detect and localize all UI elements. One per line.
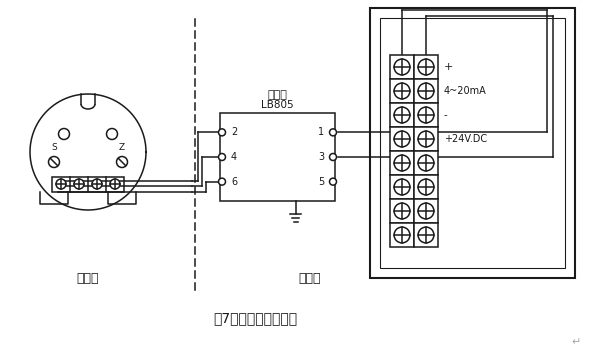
Bar — [414, 151, 438, 175]
Bar — [390, 151, 414, 175]
Circle shape — [330, 178, 336, 185]
Text: 6: 6 — [231, 177, 237, 187]
Circle shape — [394, 203, 410, 219]
Text: 4~20mA: 4~20mA — [444, 86, 487, 96]
Circle shape — [218, 178, 226, 185]
Text: 5: 5 — [318, 177, 324, 187]
Circle shape — [106, 128, 117, 139]
Bar — [370, 8, 575, 278]
Circle shape — [394, 83, 410, 99]
Circle shape — [418, 203, 434, 219]
Bar — [390, 79, 414, 103]
Bar — [220, 113, 335, 201]
Text: Z: Z — [119, 143, 125, 151]
Text: 图7本安防爆型接线图: 图7本安防爆型接线图 — [213, 311, 297, 325]
Text: +: + — [444, 62, 454, 72]
Circle shape — [418, 83, 434, 99]
Text: 安全区: 安全区 — [299, 271, 321, 284]
Bar — [390, 199, 414, 223]
Circle shape — [418, 107, 434, 123]
Circle shape — [330, 153, 336, 161]
Circle shape — [418, 179, 434, 195]
Circle shape — [218, 153, 226, 161]
Circle shape — [110, 179, 120, 189]
Circle shape — [394, 59, 410, 75]
Text: 4: 4 — [231, 152, 237, 162]
Circle shape — [418, 227, 434, 243]
Bar — [414, 79, 438, 103]
Text: LB805: LB805 — [261, 100, 294, 110]
Text: -: - — [444, 110, 447, 120]
Bar — [390, 127, 414, 151]
Text: 3: 3 — [318, 152, 324, 162]
Bar — [414, 103, 438, 127]
Circle shape — [49, 157, 60, 168]
Bar — [380, 18, 565, 268]
Bar — [414, 55, 438, 79]
Circle shape — [117, 157, 128, 168]
Text: S: S — [51, 143, 57, 151]
Circle shape — [56, 179, 66, 189]
Text: 危险区: 危险区 — [77, 271, 99, 284]
Bar — [414, 199, 438, 223]
Bar — [390, 175, 414, 199]
Circle shape — [418, 59, 434, 75]
Bar — [414, 127, 438, 151]
Circle shape — [418, 155, 434, 171]
Circle shape — [394, 179, 410, 195]
Bar — [390, 103, 414, 127]
Circle shape — [92, 179, 102, 189]
Bar — [52, 176, 124, 191]
Circle shape — [394, 107, 410, 123]
Circle shape — [74, 179, 84, 189]
Bar — [414, 223, 438, 247]
Text: 安全栅: 安全栅 — [268, 90, 288, 100]
Circle shape — [218, 129, 226, 136]
Text: 1: 1 — [318, 127, 324, 137]
Circle shape — [330, 129, 336, 136]
Bar — [390, 55, 414, 79]
Bar — [390, 223, 414, 247]
Circle shape — [394, 131, 410, 147]
Bar — [414, 175, 438, 199]
Circle shape — [418, 131, 434, 147]
Circle shape — [394, 227, 410, 243]
Circle shape — [58, 128, 69, 139]
Circle shape — [394, 155, 410, 171]
Text: ↵: ↵ — [572, 337, 581, 347]
Text: +24V.DC: +24V.DC — [444, 134, 487, 144]
Text: 2: 2 — [231, 127, 237, 137]
